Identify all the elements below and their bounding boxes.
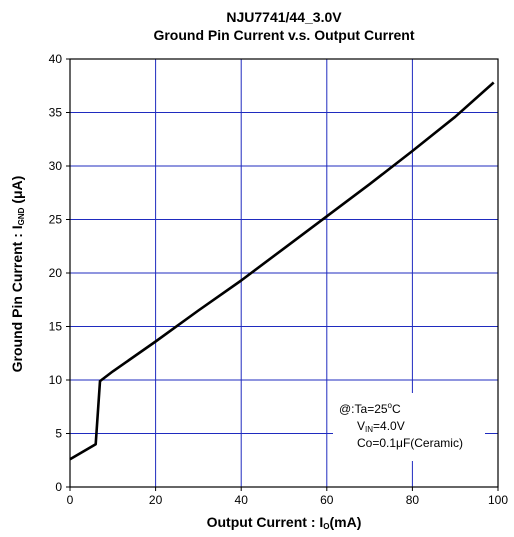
y-tick-label-40: 40 bbox=[49, 52, 63, 66]
annotation-box: @:Ta=25oC VIN=4.0V Co=0.1μF(Ceramic) bbox=[333, 393, 485, 461]
axis-ticks bbox=[66, 58, 499, 491]
x-tick-label-0: 0 bbox=[67, 493, 74, 507]
y-axis-label: Ground Pin Current : IGND (μA) bbox=[9, 176, 26, 373]
chart-title: NJU7741/44_3.0V bbox=[226, 9, 342, 25]
x-tick-label-100: 100 bbox=[488, 493, 508, 507]
series-group bbox=[69, 81, 495, 461]
y-tick-label-35: 35 bbox=[49, 106, 63, 120]
x-axis-label-post: (mA) bbox=[330, 514, 362, 530]
annotation-line3: Co=0.1μF(Ceramic) bbox=[357, 436, 463, 450]
plot-frame bbox=[69, 58, 499, 488]
y-tick-label-0: 0 bbox=[55, 480, 62, 494]
x-tick-label-60: 60 bbox=[320, 493, 334, 507]
x-axis-label: Output Current : IO(mA) bbox=[207, 514, 362, 531]
grid-lines bbox=[70, 59, 498, 487]
y-axis-label-post: (μA) bbox=[9, 176, 25, 208]
y-tick-label-15: 15 bbox=[49, 320, 63, 334]
tick-labels: 0 20 40 60 80 100 0 5 10 15 20 25 30 35 40 bbox=[49, 52, 509, 507]
chart-subtitle: Ground Pin Current v.s. Output Current bbox=[153, 27, 414, 43]
annotation-line2: VIN=4.0V bbox=[357, 419, 405, 434]
y-tick-label-25: 25 bbox=[49, 213, 63, 227]
x-tick-label-20: 20 bbox=[149, 493, 163, 507]
annotation-line1-sup: o bbox=[388, 401, 393, 410]
x-tick-label-80: 80 bbox=[406, 493, 420, 507]
annotation-line1: @:Ta=25oC bbox=[339, 401, 401, 416]
annotation-line1-post: C bbox=[392, 402, 401, 416]
annotation-line2-post: =4.0V bbox=[373, 419, 405, 433]
y-tick-label-5: 5 bbox=[55, 427, 62, 441]
y-tick-label-10: 10 bbox=[49, 373, 63, 387]
x-axis-label-pre: Output Current : I bbox=[207, 514, 324, 530]
x-tick-label-40: 40 bbox=[235, 493, 249, 507]
annotation-line2-sub: IN bbox=[365, 425, 373, 434]
y-tick-label-20: 20 bbox=[49, 266, 63, 280]
annotation-line2-pre: V bbox=[357, 419, 365, 433]
y-axis-label-sub: GND bbox=[17, 207, 26, 225]
annotation-line1-pre: @:Ta=25 bbox=[339, 402, 388, 416]
series-line-0 bbox=[69, 81, 495, 461]
y-axis-label-pre: Ground Pin Current : I bbox=[9, 225, 25, 372]
x-axis-label-sub: O bbox=[323, 522, 329, 531]
annotation-background bbox=[333, 393, 485, 461]
y-tick-label-30: 30 bbox=[49, 159, 63, 173]
